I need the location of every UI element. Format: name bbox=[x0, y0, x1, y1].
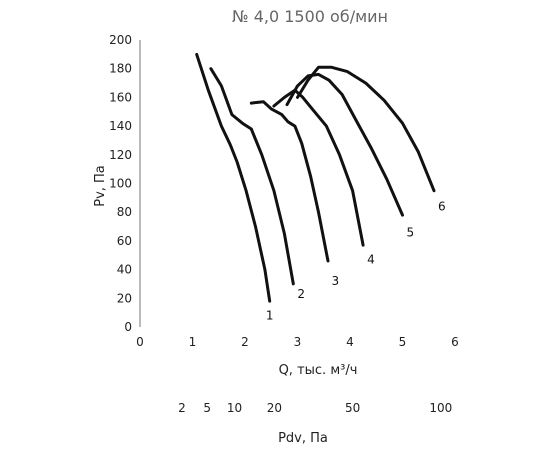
curve-2 bbox=[209, 67, 295, 286]
curve-4 bbox=[272, 88, 365, 247]
x-tick-label: 6 bbox=[451, 335, 459, 349]
x-tick-label: 2 bbox=[241, 335, 249, 349]
x-tick-label: 1 bbox=[189, 335, 197, 349]
y-tick-label: 60 bbox=[117, 234, 132, 248]
pdv-tick-label: 20 bbox=[267, 401, 282, 415]
y-tick-label: 0 bbox=[124, 320, 132, 334]
x-tick-label: 0 bbox=[136, 335, 144, 349]
pdv-axis-label: Pdv, Па bbox=[278, 431, 328, 446]
y-tick-label: 100 bbox=[109, 177, 132, 191]
y-tick-label: 200 bbox=[109, 33, 132, 47]
curve-label-6: 6 bbox=[438, 199, 446, 213]
curve-label-4: 4 bbox=[367, 253, 375, 267]
y-tick-label: 180 bbox=[109, 62, 132, 76]
curve-label-3: 3 bbox=[331, 274, 339, 288]
curve-3 bbox=[249, 100, 330, 263]
x-tick-labels: 0 1 2 3 4 5 6 bbox=[136, 335, 459, 349]
curve-labels: 1 2 3 4 5 6 bbox=[266, 199, 446, 322]
y-tick-label: 80 bbox=[117, 205, 132, 219]
x-tick-label: 5 bbox=[399, 335, 407, 349]
y-tick-label: 140 bbox=[109, 119, 132, 133]
x-axis-label: Q, тыс. м³/ч bbox=[279, 363, 358, 378]
y-tick-label: 120 bbox=[109, 148, 132, 162]
y-axis-label: Pv, Па bbox=[93, 165, 108, 207]
chart-title: № 4,0 1500 об/мин bbox=[232, 7, 388, 26]
curve-5 bbox=[285, 72, 404, 217]
pdv-tick-labels: 2 5 10 20 50 100 bbox=[178, 401, 452, 415]
x-tick-label: 3 bbox=[294, 335, 302, 349]
curve-label-1: 1 bbox=[266, 309, 274, 323]
pdv-tick-label: 2 bbox=[178, 401, 186, 415]
curve-6 bbox=[296, 65, 436, 193]
pdv-tick-label: 10 bbox=[227, 401, 242, 415]
y-tick-label: 20 bbox=[117, 291, 132, 305]
curve-label-2: 2 bbox=[297, 287, 305, 301]
pdv-tick-label: 100 bbox=[429, 401, 452, 415]
y-tick-label: 160 bbox=[109, 90, 132, 104]
x-tick-label: 4 bbox=[346, 335, 354, 349]
y-tick-label: 40 bbox=[117, 263, 132, 277]
curves bbox=[195, 52, 436, 303]
curve-label-5: 5 bbox=[407, 225, 415, 239]
curve-1 bbox=[195, 52, 272, 303]
pdv-tick-label: 5 bbox=[203, 401, 211, 415]
y-tick-labels: 0 20 40 60 80 100 120 140 160 180 200 bbox=[109, 33, 132, 334]
pdv-tick-label: 50 bbox=[345, 401, 360, 415]
